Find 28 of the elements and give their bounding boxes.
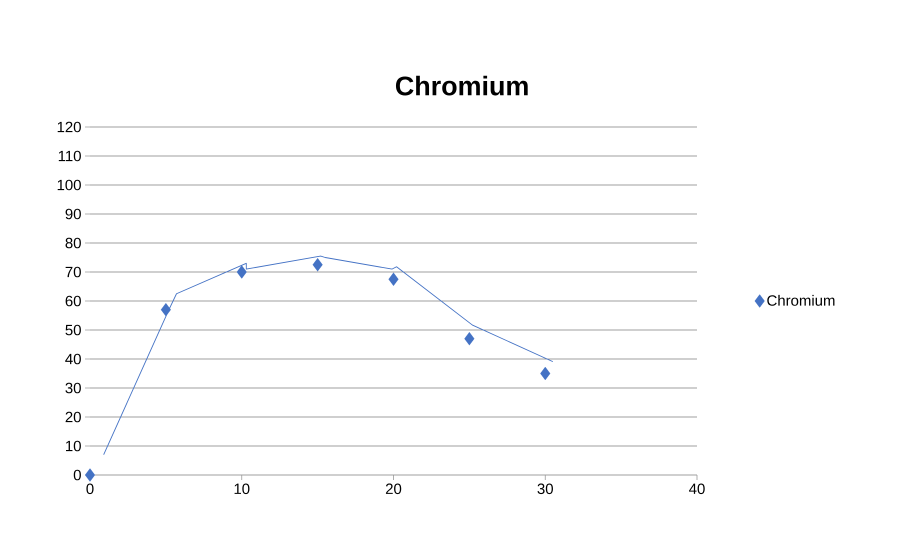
y-tick-label: 50: [65, 324, 81, 336]
x-tick-label: 20: [386, 483, 402, 494]
y-tick-label: 60: [66, 296, 81, 306]
point: [84, 468, 96, 482]
x-tick-label: 30: [538, 483, 553, 494]
line-series: [103, 256, 554, 456]
y-tick-label: 100: [58, 180, 81, 190]
point: [160, 303, 171, 316]
y-tick-label: 20: [66, 412, 81, 422]
y-tick-label: 70: [66, 266, 81, 278]
point: [312, 258, 323, 272]
y-tick-label: 110: [58, 150, 81, 162]
x-tick-label: 40: [689, 483, 705, 494]
point: [540, 366, 550, 380]
y-tick-label: 30: [65, 382, 81, 394]
legend-label: Chromium: [767, 294, 834, 306]
y-tick-label: 90: [66, 208, 81, 220]
y-tick-label: 10: [66, 440, 81, 452]
point: [388, 272, 399, 286]
x-tick-label: 0: [86, 483, 94, 494]
y-tick-label: 120: [58, 122, 81, 132]
x-tick-label: 10: [234, 483, 250, 494]
point: [236, 265, 247, 279]
y-tick-label: 40: [65, 354, 81, 364]
y-tick-label: 0: [74, 470, 81, 480]
chart-title: Chromium: [396, 76, 528, 96]
point: [464, 332, 474, 346]
y-tick-label: 80: [66, 238, 81, 248]
